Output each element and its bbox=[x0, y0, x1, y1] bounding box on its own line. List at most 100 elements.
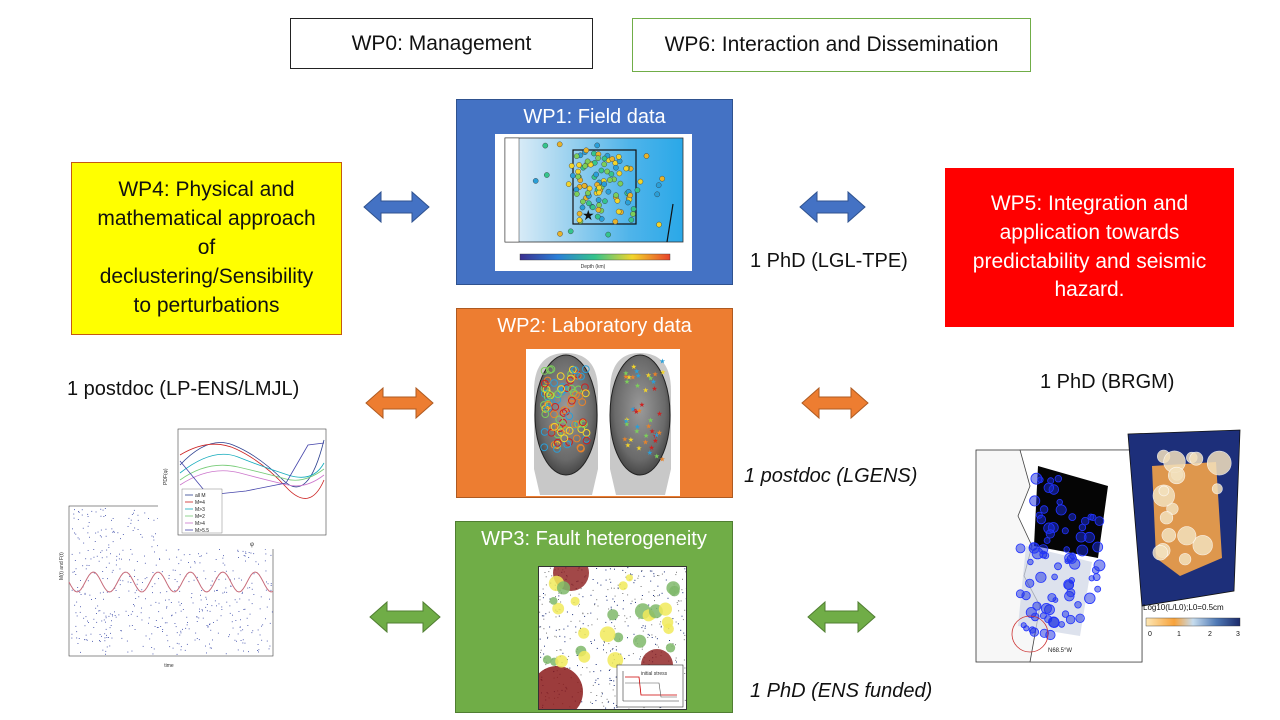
speckle-point bbox=[627, 594, 629, 596]
speckle-point bbox=[608, 643, 610, 645]
time-series-point bbox=[270, 554, 272, 556]
speckle-point bbox=[539, 638, 541, 640]
event-circle bbox=[570, 421, 578, 430]
epicenter-dot bbox=[601, 161, 607, 168]
time-series-point bbox=[271, 611, 273, 613]
time-series-point bbox=[105, 621, 106, 623]
time-series-point bbox=[71, 637, 73, 639]
time-series-point bbox=[181, 603, 182, 604]
time-series-point bbox=[205, 606, 207, 608]
speckle-point bbox=[684, 634, 686, 636]
time-series-point bbox=[236, 640, 237, 642]
speckle-point bbox=[540, 652, 541, 654]
speckle-point bbox=[648, 634, 650, 636]
time-series-point bbox=[159, 558, 160, 560]
rupture-circle bbox=[1039, 505, 1049, 514]
wp1-position-label: 1 PhD (LGL-TPE) bbox=[750, 250, 908, 272]
time-series-point bbox=[106, 637, 108, 638]
time-series-point bbox=[157, 518, 159, 519]
time-series-point bbox=[216, 619, 218, 621]
event-star: ★ bbox=[634, 382, 640, 390]
time-series-point bbox=[268, 648, 270, 650]
speckle-point bbox=[541, 615, 543, 617]
time-series-point bbox=[237, 551, 239, 552]
time-series-point bbox=[253, 573, 255, 575]
speckle-point bbox=[544, 572, 546, 573]
speckle-point bbox=[608, 700, 610, 702]
epicenter-dot bbox=[643, 153, 650, 159]
time-series-point bbox=[243, 555, 245, 556]
time-series-point bbox=[235, 620, 237, 621]
time-series-point bbox=[154, 583, 156, 585]
time-series-point bbox=[174, 590, 176, 591]
time-series-point bbox=[131, 514, 133, 515]
speckle-point bbox=[543, 593, 544, 594]
time-series-point bbox=[225, 653, 227, 655]
event-circle bbox=[565, 438, 573, 446]
speckle-point bbox=[605, 569, 607, 571]
time-series-point bbox=[96, 621, 98, 623]
time-series-point bbox=[127, 581, 129, 583]
speckle-point bbox=[582, 623, 584, 625]
wp5-line-2: application towards bbox=[999, 220, 1180, 244]
speckle-point bbox=[623, 600, 624, 602]
time-series-point bbox=[75, 625, 77, 627]
epicenter-dot bbox=[583, 147, 589, 154]
speckle-point bbox=[603, 644, 604, 646]
time-series-point bbox=[248, 552, 250, 553]
asperity-patch bbox=[618, 581, 628, 591]
time-series-point bbox=[129, 576, 131, 577]
time-series-point bbox=[108, 544, 110, 546]
event-star: ★ bbox=[649, 444, 655, 452]
speckle-point bbox=[596, 618, 598, 620]
speckle-point bbox=[672, 643, 674, 645]
epicenter-dot bbox=[616, 170, 623, 177]
speckle-point bbox=[582, 612, 584, 614]
time-series-point bbox=[99, 592, 101, 594]
speckle-point bbox=[676, 661, 677, 663]
epicenter-dot bbox=[595, 155, 601, 161]
asperity-patch bbox=[625, 574, 633, 582]
time-series-point bbox=[140, 534, 142, 535]
speckle-point bbox=[627, 637, 628, 639]
speckle-point bbox=[676, 602, 678, 604]
time-series-point bbox=[145, 635, 147, 637]
wp4-line-5: to perturbations bbox=[133, 293, 280, 317]
time-series-point bbox=[106, 556, 108, 558]
time-series-point bbox=[210, 584, 212, 586]
time-series-point bbox=[257, 644, 259, 645]
speckle-point bbox=[590, 594, 592, 596]
time-series-point bbox=[194, 562, 196, 564]
speckle-point bbox=[656, 644, 658, 646]
time-series-point bbox=[237, 549, 239, 551]
rupture-circle bbox=[1037, 476, 1044, 483]
event-star: ★ bbox=[628, 436, 634, 444]
time-series-point bbox=[246, 617, 248, 619]
colorbar-tick-1: 1 bbox=[1177, 631, 1181, 638]
time-series-point bbox=[205, 645, 206, 647]
event-star: ★ bbox=[636, 444, 642, 452]
speckle-point bbox=[613, 587, 615, 589]
time-series-point bbox=[240, 630, 242, 632]
event-circle bbox=[576, 443, 585, 452]
time-series-point bbox=[187, 622, 188, 623]
time-series-point bbox=[222, 562, 224, 564]
time-series-point bbox=[180, 559, 182, 561]
epicenter-dot bbox=[594, 142, 600, 149]
speckle-point bbox=[606, 652, 607, 654]
time-series-point bbox=[242, 550, 244, 552]
time-series-point bbox=[209, 623, 211, 625]
speckle-point bbox=[651, 624, 653, 626]
speckle-point bbox=[617, 588, 619, 590]
speckle-point bbox=[675, 621, 677, 623]
event-circle bbox=[562, 425, 571, 434]
time-series-point bbox=[214, 600, 216, 602]
time-series-point bbox=[157, 545, 159, 547]
speckle-point bbox=[669, 640, 670, 641]
speckle-point bbox=[613, 685, 615, 686]
time-series-point bbox=[241, 579, 242, 581]
time-series-point bbox=[122, 549, 124, 551]
time-series-point bbox=[179, 590, 181, 592]
speckle-point bbox=[643, 575, 645, 577]
speckle-point bbox=[578, 605, 579, 607]
